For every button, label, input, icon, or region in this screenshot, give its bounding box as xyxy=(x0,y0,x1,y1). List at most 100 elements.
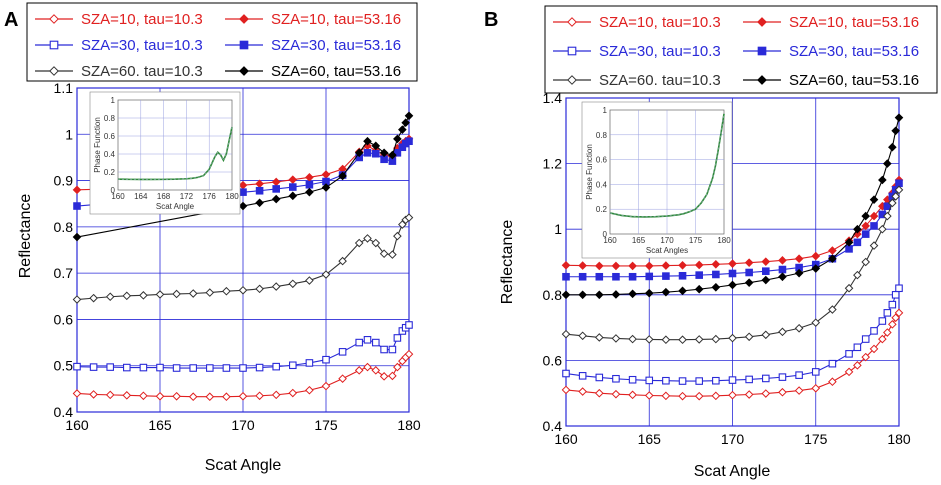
data-point-sza-60-tau-10-3 xyxy=(238,285,248,295)
legend-swatch-marker xyxy=(49,40,59,50)
data-point-sza-30-tau-10-3 xyxy=(645,376,654,385)
legend-swatch-marker xyxy=(239,14,249,24)
inset-y-tick-label: 0 xyxy=(111,186,116,195)
data-point-sza-60-tau-10-3 xyxy=(878,224,887,234)
data-point-sza-60-tau-53-16 xyxy=(888,142,897,152)
data-point-sza-60-tau-10-3 xyxy=(794,323,804,333)
inset-y-tick-label: 1 xyxy=(603,106,608,115)
data-point-sza-60-tau-53-16 xyxy=(338,171,347,181)
data-point-sza-60-tau-10-3 xyxy=(891,192,900,201)
data-point-sza-60-tau-10-3 xyxy=(155,290,165,299)
data-point-sza-60-tau-10-3 xyxy=(139,291,148,300)
data-point-sza-30-tau-53-16 xyxy=(778,265,787,274)
panel-a-y-tick-label: 0.6 xyxy=(54,311,74,327)
data-point-sza-60-tau-53-16 xyxy=(661,287,671,297)
panel-a-y-tick-label: 0.8 xyxy=(54,219,74,235)
data-point-sza-10-tau-10-3 xyxy=(778,387,787,397)
data-point-sza-60-tau-53-16 xyxy=(288,191,298,201)
data-point-sza-30-tau-53-16 xyxy=(239,188,247,196)
data-point-sza-60-tau-10-3 xyxy=(644,335,654,344)
data-point-sza-30-tau-10-3 xyxy=(363,336,372,344)
panel-a-y-tick-label: 1.1 xyxy=(54,80,74,96)
panel-a-series-sza-30-tau-10-3 xyxy=(73,321,413,372)
data-point-sza-30-tau-10-3 xyxy=(255,363,264,372)
data-point-sza-10-tau-10-3 xyxy=(321,381,331,391)
data-point-sza-60-tau-53-16 xyxy=(828,254,837,264)
data-point-sza-60-tau-53-16 xyxy=(393,134,402,144)
inset-x-tick-label: 172 xyxy=(180,192,194,201)
panel-a-y-axis-title: Reflectance xyxy=(17,194,34,279)
data-point-sza-30-tau-53-16 xyxy=(405,137,413,146)
data-point-sza-60-tau-53-16 xyxy=(238,201,248,211)
data-point-sza-60-tau-10-3 xyxy=(288,279,298,289)
data-point-sza-60-tau-53-16 xyxy=(694,284,704,294)
data-point-sza-60-tau-10-3 xyxy=(379,249,389,259)
data-point-sza-30-tau-10-3 xyxy=(388,345,397,354)
data-point-sza-60-tau-10-3 xyxy=(661,335,671,345)
data-point-sza-60-tau-53-16 xyxy=(711,282,721,292)
data-point-sza-30-tau-10-3 xyxy=(272,362,280,371)
data-point-sza-30-tau-10-3 xyxy=(289,361,297,370)
panel-b-series-sza-30-tau-10-3 xyxy=(562,284,903,385)
data-point-sza-10-tau-53-16 xyxy=(861,221,871,231)
data-point-sza-10-tau-53-16 xyxy=(694,260,704,270)
data-point-sza-30-tau-10-3 xyxy=(106,363,114,371)
panel-b-y-tick-label: 1.4 xyxy=(543,90,563,106)
data-point-sza-10-tau-53-16 xyxy=(594,261,604,271)
data-point-sza-30-tau-10-3 xyxy=(393,334,402,342)
data-point-sza-30-tau-53-16 xyxy=(578,272,587,281)
panel-a-y-tick-label: 0.4 xyxy=(54,404,74,420)
data-point-sza-30-tau-10-3 xyxy=(73,362,81,371)
data-point-sza-30-tau-10-3 xyxy=(405,321,413,329)
inset-y-axis-title: Phase Function xyxy=(585,144,594,200)
data-point-sza-30-tau-10-3 xyxy=(845,350,853,358)
data-point-sza-10-tau-10-3 xyxy=(628,390,637,400)
data-point-sza-30-tau-53-16 xyxy=(853,238,862,247)
data-point-sza-60-tau-53-16 xyxy=(255,198,264,208)
legend-swatch-marker xyxy=(757,46,767,56)
legend-item-sza-30-tau-53-16: SZA=30, tau=53.16 xyxy=(225,37,401,54)
data-point-sza-60-tau-10-3 xyxy=(188,289,198,298)
data-point-sza-10-tau-53-16 xyxy=(794,254,804,264)
data-point-sza-10-tau-10-3 xyxy=(72,389,82,398)
data-point-sza-30-tau-10-3 xyxy=(578,372,587,380)
data-point-sza-60-tau-53-16 xyxy=(844,238,854,247)
legend-label: SZA=60. tau=10.3 xyxy=(81,63,203,80)
panel-b-x-tick-label: 165 xyxy=(638,431,662,447)
inset-y-tick-label: 0.2 xyxy=(104,168,116,177)
data-point-sza-10-tau-53-16 xyxy=(288,175,298,184)
data-point-sza-60-tau-10-3 xyxy=(105,292,115,302)
data-point-sza-10-tau-53-16 xyxy=(869,211,879,221)
data-point-sza-30-tau-10-3 xyxy=(123,363,131,372)
data-point-sza-60-tau-10-3 xyxy=(404,213,414,222)
data-point-sza-60-tau-53-16 xyxy=(853,224,862,234)
panel-a: A 160 165 170 175 180 0.4 0.5 0.6 0.7 0.8 0.9 1 1.1… xyxy=(4,2,421,474)
inset-y-tick-label: 0.6 xyxy=(104,132,116,141)
data-point-sza-60-tau-10-3 xyxy=(578,331,587,341)
data-point-sza-30-tau-10-3 xyxy=(883,309,892,317)
data-point-sza-10-tau-10-3 xyxy=(363,362,372,372)
data-point-sza-10-tau-10-3 xyxy=(288,388,298,398)
data-point-sza-60-tau-10-3 xyxy=(744,332,754,342)
panel-b-series-sza-30-tau-53-16 xyxy=(562,179,903,281)
data-point-sza-60-tau-53-16 xyxy=(404,111,414,121)
panel-b-x-tick-label: 175 xyxy=(804,431,828,447)
data-point-sza-10-tau-10-3 xyxy=(271,390,281,400)
data-point-sza-10-tau-10-3 xyxy=(122,391,132,400)
panel-b: B 160 165 170 175 180 0.4 0.6 0.8 1 1.2 1.4 Scat … xyxy=(484,5,938,480)
panel-a-x-tick-label: 180 xyxy=(397,417,421,433)
data-point-sza-60-tau-10-3 xyxy=(883,211,892,221)
data-point-sza-10-tau-10-3 xyxy=(338,374,347,383)
legend-label: SZA=10, tau=53.16 xyxy=(271,11,401,28)
data-point-sza-30-tau-53-16 xyxy=(363,149,372,157)
data-point-sza-30-tau-10-3 xyxy=(355,338,363,347)
panel-b-series-sza-60-tau-10-3 xyxy=(561,185,904,345)
data-point-sza-30-tau-10-3 xyxy=(89,363,98,371)
data-point-sza-10-tau-10-3 xyxy=(222,392,231,402)
legend-label: SZA=10, tau=10.3 xyxy=(599,14,721,31)
legend-item-sza-30-tau-10-3: SZA=30, tau=10.3 xyxy=(35,37,203,54)
data-point-sza-10-tau-10-3 xyxy=(744,390,754,399)
data-point-sza-10-tau-10-3 xyxy=(869,344,879,354)
data-point-sza-30-tau-53-16 xyxy=(870,222,878,230)
data-point-sza-30-tau-10-3 xyxy=(861,335,870,343)
